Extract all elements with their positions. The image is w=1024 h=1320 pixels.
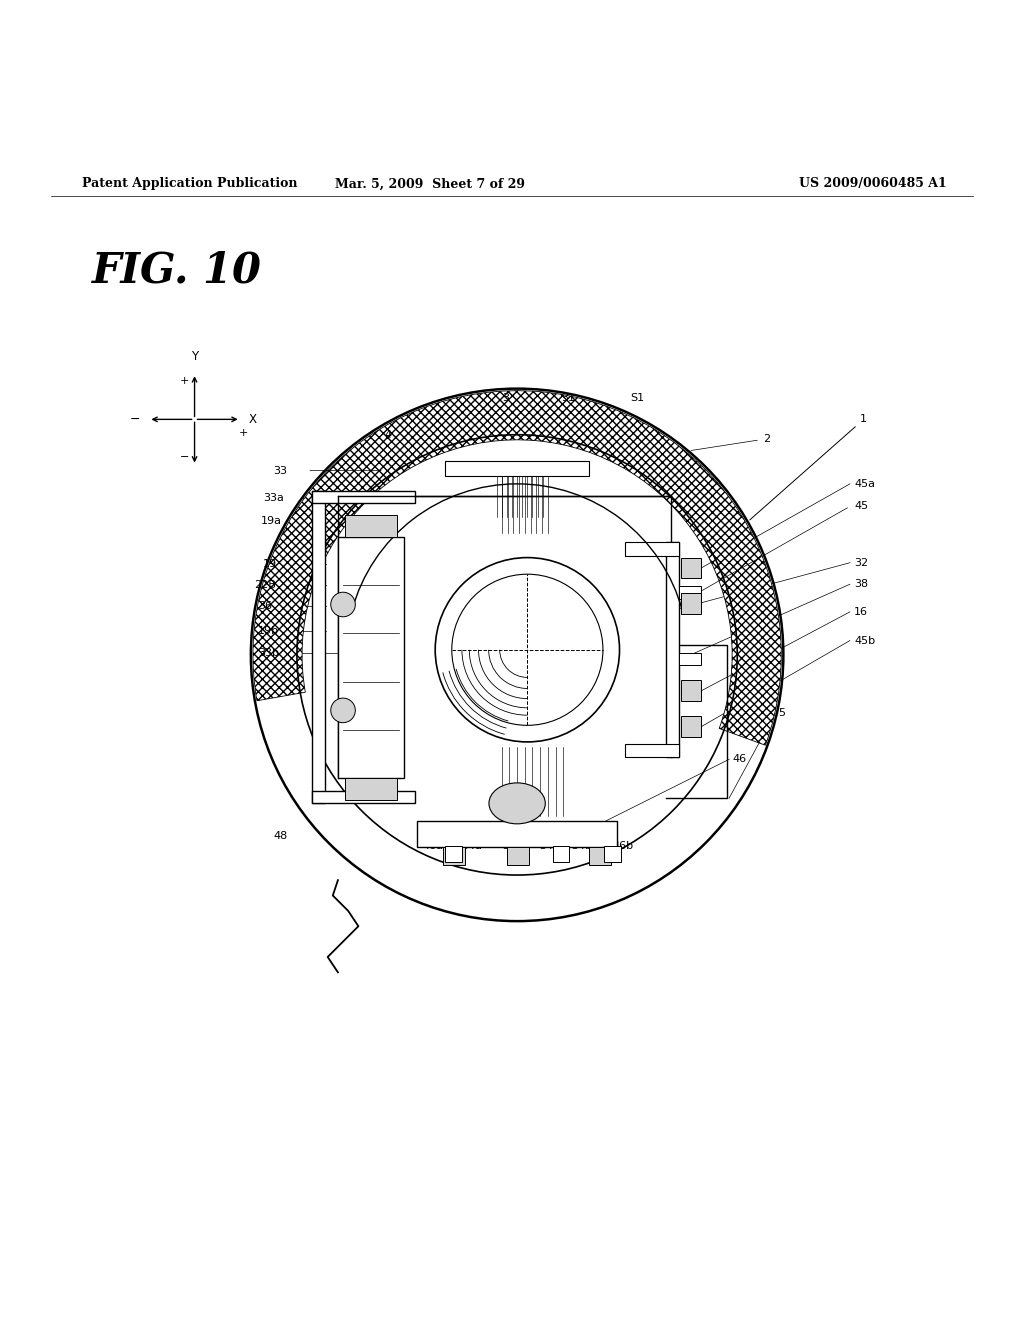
Text: 19a: 19a xyxy=(261,516,283,525)
Text: −: − xyxy=(130,413,140,426)
Text: 34b: 34b xyxy=(571,841,593,851)
Circle shape xyxy=(452,574,603,725)
Text: 46: 46 xyxy=(732,754,746,764)
Circle shape xyxy=(435,557,620,742)
Text: 4: 4 xyxy=(384,430,391,440)
Text: 33a: 33a xyxy=(263,494,284,503)
Text: 1: 1 xyxy=(750,414,867,520)
Text: 32: 32 xyxy=(854,558,868,568)
Text: FIG. 10: FIG. 10 xyxy=(92,249,262,292)
Circle shape xyxy=(331,593,355,616)
Text: Mar. 5, 2009  Sheet 7 of 29: Mar. 5, 2009 Sheet 7 of 29 xyxy=(335,177,525,190)
Text: 45: 45 xyxy=(854,502,868,511)
Text: US 2009/0060485 A1: US 2009/0060485 A1 xyxy=(799,177,946,190)
Bar xyxy=(345,515,397,537)
Bar xyxy=(442,847,465,866)
Text: 33b: 33b xyxy=(258,648,280,657)
Text: 48: 48 xyxy=(273,832,288,841)
Bar xyxy=(681,681,701,701)
Text: 46a: 46a xyxy=(423,841,444,851)
Bar xyxy=(589,847,611,866)
Bar xyxy=(418,821,616,847)
Bar xyxy=(312,491,415,503)
Bar xyxy=(445,846,462,862)
Text: 45b: 45b xyxy=(854,635,876,645)
Text: −: − xyxy=(180,453,189,462)
Bar xyxy=(681,717,701,737)
Text: 34: 34 xyxy=(540,841,554,851)
Text: S1: S1 xyxy=(630,393,644,403)
Text: +: + xyxy=(180,376,189,387)
Bar xyxy=(679,586,701,598)
Text: +: + xyxy=(239,428,248,437)
Text: 37: 37 xyxy=(502,841,516,851)
Bar xyxy=(312,791,415,804)
Text: 34a: 34a xyxy=(461,841,482,851)
Bar xyxy=(338,537,404,777)
Text: Y: Y xyxy=(191,350,198,363)
Text: 16: 16 xyxy=(854,607,868,616)
Bar xyxy=(345,777,397,800)
Text: 22B: 22B xyxy=(254,581,275,590)
Bar xyxy=(625,543,679,556)
Text: 19b: 19b xyxy=(258,626,280,636)
Text: 36: 36 xyxy=(258,601,272,611)
Text: 38: 38 xyxy=(854,579,868,589)
Bar xyxy=(507,847,529,866)
Circle shape xyxy=(331,698,355,722)
Bar xyxy=(666,543,679,758)
Text: X: X xyxy=(249,413,257,426)
Text: 3: 3 xyxy=(502,393,509,403)
Ellipse shape xyxy=(489,783,545,824)
Text: 46b: 46b xyxy=(612,841,634,851)
Bar xyxy=(445,461,589,477)
Bar xyxy=(312,491,325,804)
Bar xyxy=(604,846,621,862)
Bar xyxy=(679,653,701,665)
Text: 33: 33 xyxy=(273,466,288,475)
Wedge shape xyxy=(253,391,781,746)
Bar xyxy=(681,594,701,614)
Text: 31: 31 xyxy=(561,393,575,403)
Bar xyxy=(681,557,701,578)
Text: 19: 19 xyxy=(263,558,278,569)
Bar xyxy=(553,846,569,862)
Bar xyxy=(625,744,679,758)
Text: 45a: 45a xyxy=(854,479,876,488)
Text: 2: 2 xyxy=(691,434,770,450)
Text: 5: 5 xyxy=(778,709,785,718)
Text: Patent Application Publication: Patent Application Publication xyxy=(82,177,297,190)
